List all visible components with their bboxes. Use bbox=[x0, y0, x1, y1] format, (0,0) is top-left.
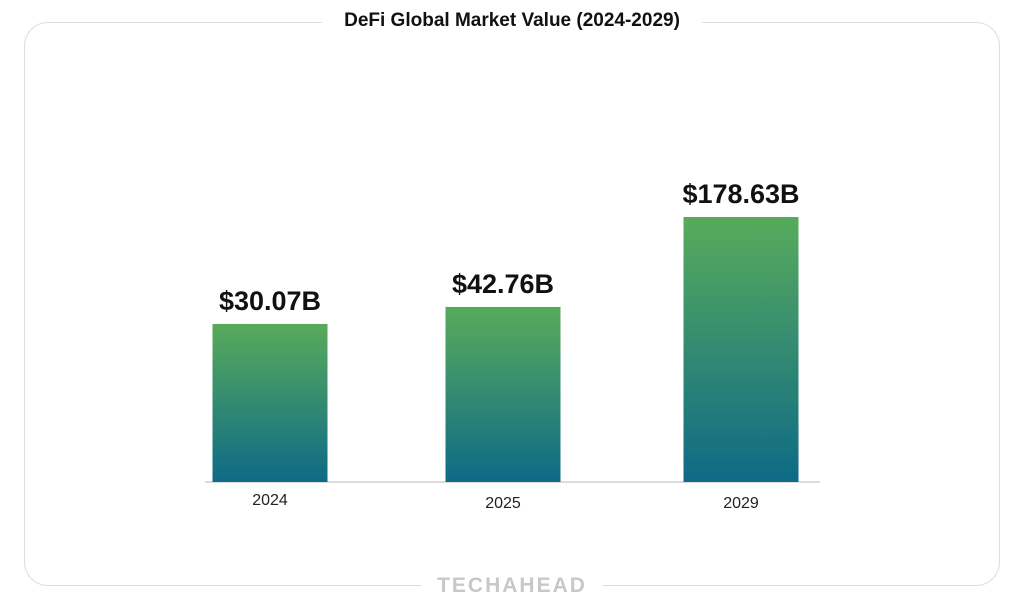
x-tick-label: 2025 bbox=[485, 495, 521, 512]
footer-logo-wrap: TECHAHEAD bbox=[0, 574, 1024, 598]
x-tick-label: 2024 bbox=[252, 492, 288, 509]
data-label: $42.76B bbox=[452, 269, 554, 299]
bar-2025 bbox=[445, 306, 561, 482]
chart-title-wrap: DeFi Global Market Value (2024-2029) bbox=[0, 10, 1024, 32]
techahead-logo: TECHAHEAD bbox=[421, 574, 603, 597]
chart-title: DeFi Global Market Value (2024-2029) bbox=[322, 10, 702, 31]
data-label: $178.63B bbox=[682, 179, 799, 209]
x-tick-label: 2029 bbox=[723, 495, 759, 512]
bar-2029 bbox=[683, 217, 799, 482]
bar-2024 bbox=[212, 323, 328, 482]
data-label: $30.07B bbox=[219, 286, 321, 316]
